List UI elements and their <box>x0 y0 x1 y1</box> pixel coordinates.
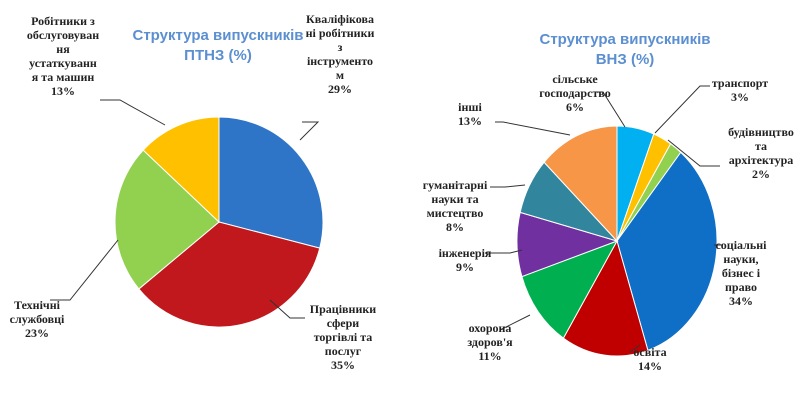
data-label: Працівники сфери торгівлі та послуг 35% <box>309 302 377 372</box>
chart-title-vnz: Структура випускників ВНЗ (%) <box>515 30 735 70</box>
pie-slice <box>114 149 220 290</box>
data-label: Робітники з обслуговуван ня устаткуванн … <box>26 14 100 98</box>
leader-line <box>654 85 710 134</box>
pie-slice <box>521 240 619 339</box>
leader-line <box>100 99 166 126</box>
leader-line <box>299 121 320 141</box>
pie-slice <box>138 221 321 328</box>
data-label: Кваліфікова ні робітники з інструменто м… <box>305 12 375 96</box>
leader-line <box>629 344 641 353</box>
leader-line <box>667 139 720 167</box>
title-line: ВНЗ (%) <box>595 51 655 68</box>
data-label: сільське господарство 6% <box>539 72 611 114</box>
leader-line <box>490 184 526 188</box>
data-label: інші 13% <box>458 100 482 128</box>
leader-line <box>485 249 523 254</box>
data-label: охорона здоров'я 11% <box>467 321 513 363</box>
leader-line <box>495 121 571 136</box>
data-label: освіта 14% <box>633 345 667 373</box>
title-line: Структура випускників <box>132 27 304 44</box>
pie-slice <box>562 239 649 357</box>
pie-slice <box>142 116 220 224</box>
data-label: гуманітарні науки та мистецтво 8% <box>422 178 488 234</box>
data-label: будівництво та архітектура 2% <box>728 125 794 181</box>
leader-line <box>269 299 305 319</box>
data-label: соціальні науки, бізнес і право 34% <box>715 238 767 308</box>
title-line: ПТНЗ (%) <box>184 47 252 64</box>
data-label: транспорт 3% <box>711 76 769 104</box>
leader-line <box>595 91 626 128</box>
pie-slice <box>218 116 324 249</box>
title-line: Структура випускників <box>539 31 711 48</box>
data-label: Технічні службовці 23% <box>9 298 65 340</box>
pie-slice <box>543 125 618 243</box>
pie-slice <box>616 151 718 352</box>
leader-line <box>499 314 531 331</box>
data-label: інженерія 9% <box>438 246 492 274</box>
chart-title-ptnz: Структура випускників ПТНЗ (%) <box>108 26 328 66</box>
leader-line <box>50 239 119 301</box>
